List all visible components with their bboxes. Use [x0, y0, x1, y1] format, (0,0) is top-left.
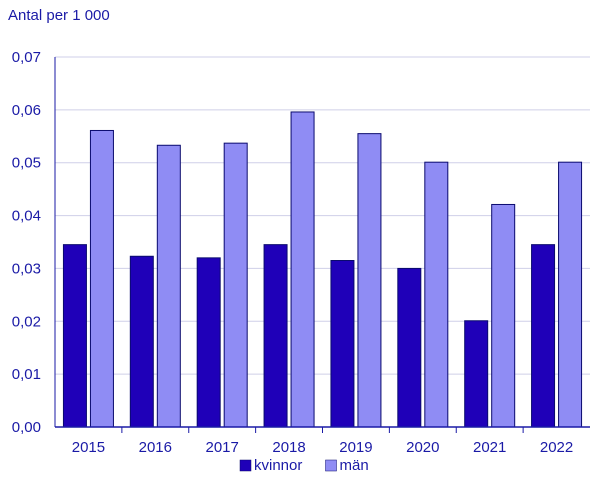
x-tick-label: 2017 — [206, 439, 239, 456]
bar-kvinnor-2016 — [129, 255, 154, 428]
y-tick-label: 0,07 — [12, 49, 41, 66]
bar-män-2019 — [357, 133, 382, 428]
x-tick-label: 2020 — [406, 439, 439, 456]
y-tick-label: 0,04 — [12, 208, 41, 225]
legend: kvinnor män — [239, 457, 369, 474]
y-tick-label: 0,02 — [12, 313, 41, 330]
legend-swatch-män — [325, 459, 337, 472]
x-tick-labels: 2015 2016 2017 2018 2019 2020 2021 2022 — [72, 439, 574, 456]
x-axis — [55, 426, 590, 433]
bar-kvinnor-2019 — [330, 260, 355, 428]
bar-män-2017 — [223, 142, 248, 428]
y-tick-label: 0,01 — [12, 366, 41, 383]
bar-kvinnor-2015 — [62, 244, 87, 428]
y-tick-label: 0,00 — [12, 419, 41, 436]
bar-kvinnor-2018 — [263, 244, 288, 428]
bar-män-2021 — [491, 203, 516, 428]
bar-män-2016 — [156, 144, 181, 428]
x-tick-label: 2019 — [339, 439, 372, 456]
bar-män-2018 — [290, 111, 315, 428]
x-tick-label: 2015 — [72, 439, 105, 456]
bar-kvinnor-2020 — [397, 267, 422, 428]
x-tick-label: 2021 — [473, 439, 506, 456]
x-tick-label: 2022 — [540, 439, 573, 456]
bar-kvinnor-2021 — [464, 320, 489, 428]
y-tick-label: 0,03 — [12, 260, 41, 277]
bar-män-2020 — [424, 161, 449, 428]
bar-män-2022 — [558, 161, 583, 428]
legend-label-män: män — [340, 457, 369, 474]
legend-label-kvinnor: kvinnor — [254, 457, 302, 474]
bar-kvinnor-2017 — [196, 257, 221, 428]
y-axis-label: Antal per 1 000 — [8, 7, 110, 24]
x-tick-label: 2018 — [272, 439, 305, 456]
bar-kvinnor-2022 — [531, 244, 556, 428]
bar-män-2015 — [89, 129, 114, 428]
y-tick-label: 0,06 — [12, 102, 41, 119]
y-tick-label: 0,05 — [12, 155, 41, 172]
y-tick-labels: 0,00 0,01 0,02 0,03 0,04 0,05 0,06 0,07 — [12, 49, 41, 436]
bars — [62, 111, 583, 428]
legend-swatch-kvinnor — [239, 459, 252, 472]
x-tick-label: 2016 — [139, 439, 172, 456]
